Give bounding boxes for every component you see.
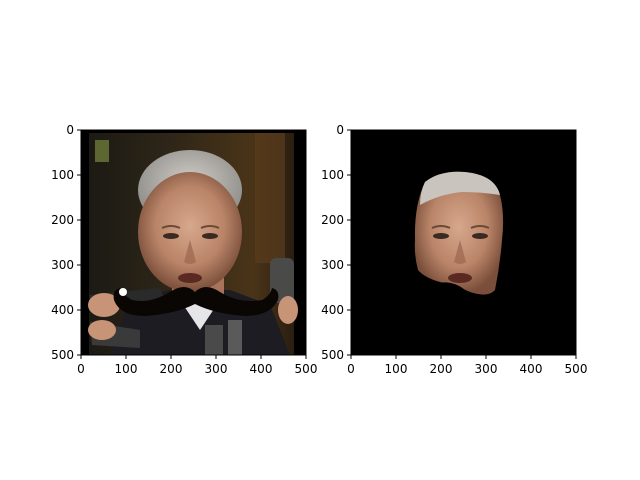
y-tick-label: 300 [321, 258, 344, 272]
y-tick-label: 0 [66, 123, 74, 137]
y-tick-label: 100 [321, 168, 344, 182]
x-tick-label: 500 [565, 362, 588, 376]
y-tick-label: 200 [51, 213, 74, 227]
x-tick-label: 200 [160, 362, 183, 376]
x-tick-label: 400 [250, 362, 273, 376]
y-tick-label: 300 [51, 258, 74, 272]
y-tick-label: 0 [336, 123, 344, 137]
x-tick-label: 0 [347, 362, 355, 376]
right-image [351, 130, 576, 355]
y-tick-label: 200 [321, 213, 344, 227]
y-tick-label: 400 [321, 303, 344, 317]
x-tick-label: 100 [115, 362, 138, 376]
x-tick-label: 300 [205, 362, 228, 376]
y-tick-label: 500 [321, 348, 344, 362]
x-tick-label: 0 [77, 362, 85, 376]
x-tick-label: 400 [520, 362, 543, 376]
left-image-panel [80, 129, 307, 356]
right-image-panel [350, 129, 577, 356]
left-image [81, 130, 306, 355]
x-tick-label: 300 [475, 362, 498, 376]
y-tick-label: 100 [51, 168, 74, 182]
x-tick-label: 100 [385, 362, 408, 376]
x-tick-label: 500 [295, 362, 318, 376]
y-tick-label: 500 [51, 348, 74, 362]
x-tick-label: 200 [430, 362, 453, 376]
y-tick-label: 400 [51, 303, 74, 317]
